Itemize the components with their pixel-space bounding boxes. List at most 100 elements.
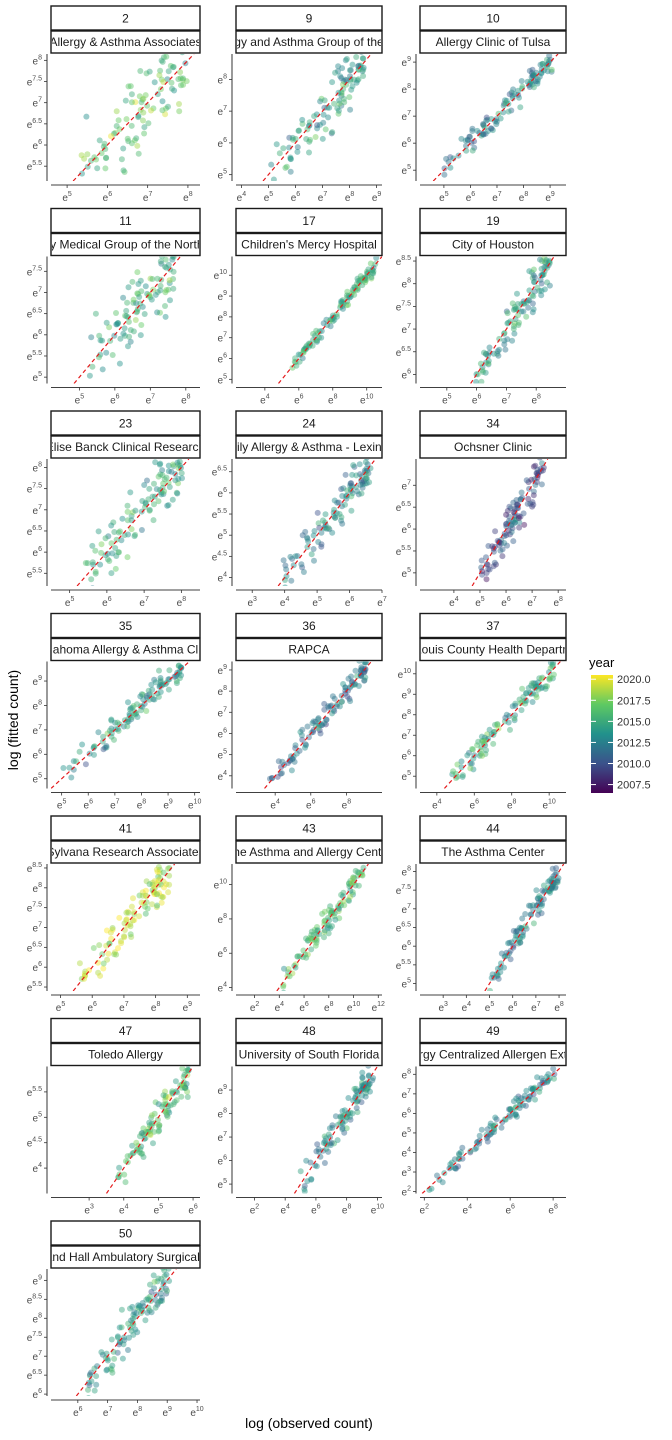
data-point	[157, 677, 164, 684]
x-tick-label: e7	[119, 1001, 129, 1014]
data-point	[97, 561, 104, 568]
data-point	[530, 272, 537, 279]
data-point	[165, 1269, 172, 1272]
data-point	[133, 300, 140, 307]
facet-strip-id	[50, 612, 201, 639]
y-tick-label: e6.5	[212, 466, 227, 479]
data-point	[127, 1305, 133, 1312]
data-point	[330, 707, 337, 713]
data-point	[116, 549, 122, 556]
data-point	[144, 477, 150, 484]
data-point	[505, 108, 512, 115]
data-point	[530, 306, 537, 313]
data-point	[353, 79, 360, 86]
data-point	[136, 913, 143, 920]
data-point	[529, 72, 536, 79]
data-point	[340, 95, 347, 102]
data-point	[363, 1086, 370, 1093]
y-tick-label: e5	[402, 1127, 412, 1140]
data-point	[499, 553, 506, 560]
facet-label-id: 37	[486, 619, 500, 633]
facet-strip-site	[50, 232, 201, 257]
data-point	[507, 726, 513, 733]
data-point	[95, 528, 102, 535]
data-point	[151, 501, 157, 508]
data-point	[128, 91, 135, 98]
data-point	[108, 1366, 115, 1373]
data-point	[496, 346, 503, 353]
data-point	[116, 1338, 123, 1345]
data-point	[165, 502, 172, 509]
data-point	[339, 1119, 346, 1126]
y-tick-label: e8	[33, 54, 43, 67]
data-point	[127, 1152, 134, 1159]
data-point	[160, 1092, 167, 1099]
data-point	[352, 667, 359, 674]
data-point	[85, 1379, 92, 1386]
data-point	[363, 465, 370, 472]
data-point	[514, 501, 521, 508]
data-point	[139, 892, 146, 899]
data-point	[160, 480, 167, 487]
data-point	[91, 743, 98, 750]
data-point	[163, 1109, 170, 1116]
data-point	[113, 108, 120, 115]
data-point	[144, 1128, 151, 1135]
data-point	[159, 894, 166, 901]
data-point	[137, 1146, 144, 1153]
data-point	[310, 330, 317, 337]
x-tick-label: e8	[531, 394, 541, 407]
x-tick-label: e9	[163, 799, 173, 812]
x-tick-label: e6	[311, 1204, 321, 1217]
data-point	[150, 696, 157, 703]
x-tick-label: e7	[531, 1001, 541, 1014]
data-point	[98, 150, 105, 157]
data-point	[517, 496, 524, 503]
data-point	[134, 269, 141, 276]
data-point	[336, 905, 343, 912]
data-point	[523, 925, 530, 932]
data-point	[165, 676, 172, 683]
x-tick-label: e6	[291, 191, 301, 204]
y-tick-label: e6	[402, 750, 412, 763]
data-point	[510, 518, 517, 525]
data-point	[355, 277, 362, 284]
data-point	[343, 81, 350, 88]
data-point	[354, 77, 361, 84]
y-tick-label: e6	[218, 1155, 228, 1168]
facet-label-site: Oklahoma Allergy & Asthma Clinic	[35, 643, 216, 657]
data-point	[179, 475, 185, 482]
data-point	[136, 93, 143, 100]
data-point	[332, 514, 339, 521]
data-point	[177, 664, 184, 671]
data-point	[99, 366, 106, 373]
data-point	[175, 475, 182, 482]
data-point	[328, 907, 335, 914]
data-point	[494, 973, 501, 980]
data-point	[303, 1157, 310, 1164]
data-point	[333, 311, 340, 318]
data-point	[315, 715, 322, 722]
data-point	[92, 547, 99, 554]
data-point	[485, 352, 491, 359]
x-tick-label: e4	[237, 191, 247, 204]
data-point	[308, 935, 314, 942]
data-point	[341, 1129, 348, 1136]
data-point	[546, 675, 553, 682]
scatter-points	[280, 864, 367, 991]
y-tick-label: e10	[214, 269, 227, 282]
data-point	[363, 1090, 369, 1097]
data-point	[533, 691, 539, 698]
data-point	[306, 138, 313, 145]
data-point	[320, 111, 327, 118]
data-point	[484, 116, 491, 123]
y-tick-label: e5	[33, 371, 43, 384]
data-point	[334, 1122, 341, 1128]
data-point	[128, 513, 135, 519]
identity-reference-line	[293, 1066, 378, 1194]
y-tick-label: e8	[402, 1068, 412, 1081]
data-point	[364, 1085, 370, 1092]
data-point	[103, 155, 109, 162]
data-point	[146, 506, 153, 513]
